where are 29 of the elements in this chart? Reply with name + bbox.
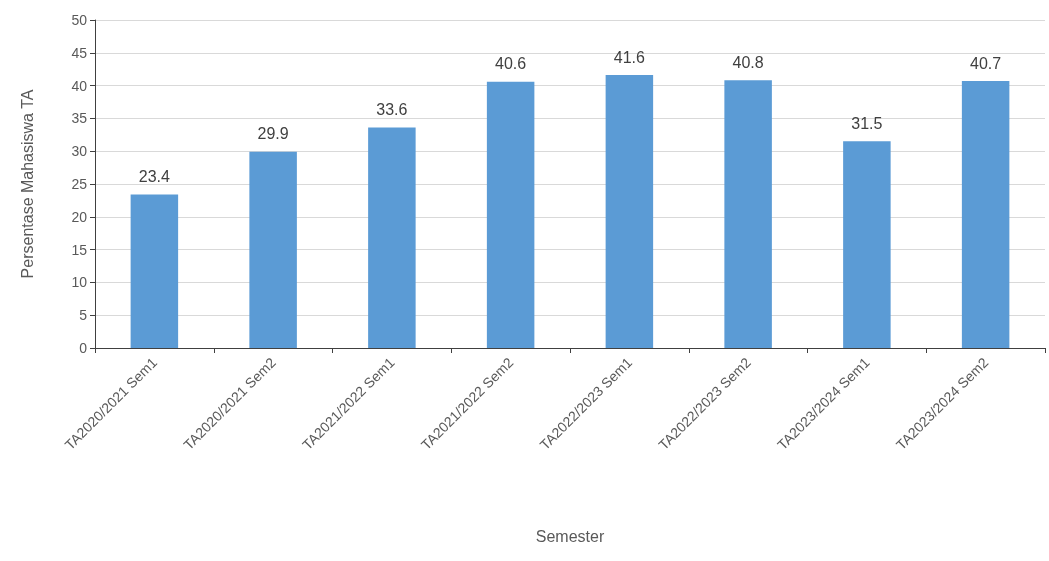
bar: [486, 81, 535, 348]
y-tick-label: 0: [79, 340, 88, 356]
data-label: 40.8: [732, 53, 764, 71]
data-label: 33.6: [376, 101, 408, 119]
y-tick-label: 20: [71, 208, 88, 225]
bar: [249, 151, 297, 348]
bar: [130, 194, 179, 348]
data-label: 41.6: [613, 48, 646, 66]
data-label: 40.7: [970, 54, 1002, 72]
data-label: 31.5: [851, 114, 883, 132]
y-tick-label: 45: [71, 44, 88, 61]
bar: [368, 127, 416, 348]
y-tick-label: 15: [71, 241, 88, 258]
y-axis-title: Persentase Mahasiswa TA: [18, 89, 36, 279]
y-tick-label: 40: [71, 77, 88, 94]
y-tick-label: 50: [71, 12, 88, 28]
y-tick-label: 25: [71, 176, 88, 192]
data-label: 40.6: [495, 55, 527, 73]
y-tick-label: 5: [79, 307, 88, 324]
bar: [605, 75, 654, 348]
y-tick-label: 10: [71, 274, 88, 291]
bar: [724, 80, 772, 348]
y-tick-label: 35: [71, 110, 88, 127]
bar: [843, 141, 891, 348]
y-tick-label: 30: [71, 143, 88, 160]
x-axis-title: Semester: [535, 527, 605, 545]
bar: [961, 81, 1010, 348]
data-label: 23.4: [138, 168, 171, 185]
data-label: 29.9: [257, 125, 289, 143]
